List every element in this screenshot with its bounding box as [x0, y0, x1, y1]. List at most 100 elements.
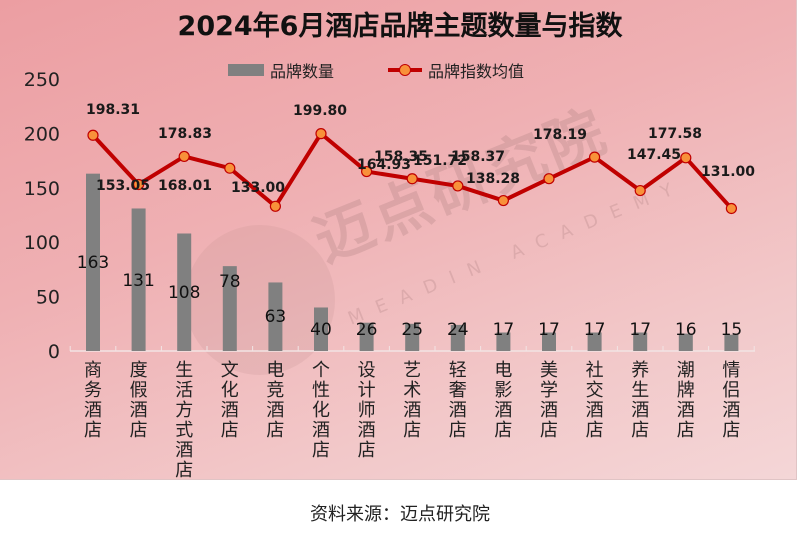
x-tick-label: 店: [449, 420, 467, 441]
line-marker[interactable]: [178, 150, 190, 163]
x-tick-label: 竞: [266, 380, 284, 401]
x-tick-label: 酒: [540, 400, 558, 421]
x-tick-label: 务: [84, 380, 102, 401]
bar[interactable]: [359, 322, 374, 351]
line-marker[interactable]: [269, 200, 281, 212]
bar-value-label: 17: [538, 320, 560, 340]
bar[interactable]: [496, 332, 511, 351]
x-tick-label: 度: [130, 360, 148, 381]
bar-value-label: 163: [77, 253, 109, 273]
line-value-label: 158.37: [451, 149, 505, 165]
legend-item-line[interactable]: 品牌指数均值: [388, 58, 524, 82]
legend-item-bar[interactable]: 品牌数量: [228, 58, 334, 82]
bar[interactable]: [268, 282, 283, 351]
bar[interactable]: [131, 208, 146, 351]
x-tick-label: 美: [540, 360, 558, 381]
bar-value-label: 15: [721, 320, 743, 340]
x-tick-label: 店: [221, 420, 239, 441]
x-tick-label: 潮: [677, 360, 695, 381]
line-value-label: 199.80: [293, 103, 347, 119]
x-tick-label: 学: [540, 380, 558, 401]
x-tick-label: 店: [677, 420, 695, 441]
bar[interactable]: [542, 332, 556, 351]
bar[interactable]: [678, 333, 693, 351]
x-tick-label: 酒: [130, 400, 148, 421]
x-tick-label: 轻: [449, 360, 467, 381]
legend: 品牌数量 品牌指数均值: [0, 58, 800, 82]
x-tick-label: 性: [312, 380, 330, 401]
y-tick-label: 250: [24, 69, 60, 91]
line-marker[interactable]: [361, 165, 373, 178]
line-marker[interactable]: [452, 180, 464, 192]
x-tick-label: 酒: [312, 420, 330, 441]
y-tick-label: 100: [24, 232, 60, 254]
bar-series: [86, 173, 739, 351]
bar-swatch-icon: [228, 64, 264, 76]
x-tick-label: 店: [175, 460, 193, 481]
line-marker[interactable]: [680, 152, 692, 164]
x-tick-label: 酒: [449, 400, 467, 421]
x-tick-label: 牌: [677, 380, 695, 401]
x-tick-label: 奢: [449, 380, 467, 401]
bar[interactable]: [177, 233, 192, 351]
bar[interactable]: [86, 173, 100, 351]
watermark-logo-icon: [185, 225, 335, 375]
bar[interactable]: [724, 334, 739, 351]
line-value-label: 178.83: [158, 126, 212, 142]
x-tick-label: 活: [175, 380, 193, 401]
x-tick-label: 文: [221, 360, 239, 381]
x-tick-label: 个: [312, 360, 330, 381]
bar[interactable]: [222, 266, 237, 351]
line-marker[interactable]: [543, 173, 555, 185]
y-axis: 0 50 100 150 200 250: [24, 69, 60, 363]
line-marker[interactable]: [224, 162, 236, 174]
bar[interactable]: [633, 332, 648, 351]
x-tick-label: 店: [631, 420, 649, 441]
bar-value-label: 17: [584, 320, 606, 340]
x-tick-label: 酒: [494, 400, 512, 421]
line-marker[interactable]: [406, 173, 418, 185]
x-tick-label: 化: [221, 380, 239, 401]
x-tick-label: 电: [266, 360, 284, 381]
line-value-label: 164.93: [357, 157, 411, 173]
x-axis-labels: 商务酒店度假酒店生活方式酒店文化酒店电竞酒店个性化酒店设计师酒店艺术酒店轻奢酒店…: [84, 360, 740, 481]
y-tick-label: 50: [36, 287, 60, 309]
x-tick-label: 店: [494, 420, 512, 441]
line-marker[interactable]: [588, 151, 601, 163]
x-tick-label: 酒: [722, 400, 740, 421]
x-tick-label: 店: [403, 420, 421, 441]
bar-value-label: 26: [356, 320, 378, 340]
line-marker[interactable]: [497, 194, 509, 207]
line-marker[interactable]: [315, 128, 327, 140]
x-tick-label: 店: [266, 420, 284, 441]
line-value-label: 151.72: [413, 153, 467, 169]
x-tick-label: 酒: [266, 400, 284, 421]
x-tick-label: 养: [631, 360, 649, 381]
line-marker[interactable]: [634, 184, 646, 197]
line-marker[interactable]: [133, 178, 145, 191]
x-tick-label: 影: [494, 380, 512, 401]
bar[interactable]: [405, 323, 420, 351]
bar[interactable]: [314, 307, 328, 351]
x-tick-label: 计: [358, 380, 376, 401]
bar-value-label: 40: [310, 320, 332, 340]
x-tick-label: 情: [722, 360, 740, 381]
x-tick-label: 店: [358, 440, 376, 461]
line-value-label: 153.05: [96, 178, 150, 194]
x-tick-label: 侣: [722, 380, 740, 401]
x-tick-label: 店: [722, 420, 740, 441]
line-marker[interactable]: [87, 129, 99, 141]
x-tick-label: 电: [494, 360, 512, 381]
y-tick-label: 0: [48, 341, 60, 363]
bar[interactable]: [450, 324, 465, 351]
bar[interactable]: [587, 332, 602, 351]
bar-value-label: 24: [447, 320, 469, 340]
x-tick-label: 酒: [221, 400, 239, 421]
x-tick-label: 店: [130, 420, 148, 441]
line-series: [87, 128, 738, 215]
bar-value-label: 78: [219, 272, 241, 292]
line-marker[interactable]: [725, 202, 738, 215]
x-tick-label: 酒: [358, 420, 376, 441]
bar-value-label: 63: [265, 307, 287, 327]
